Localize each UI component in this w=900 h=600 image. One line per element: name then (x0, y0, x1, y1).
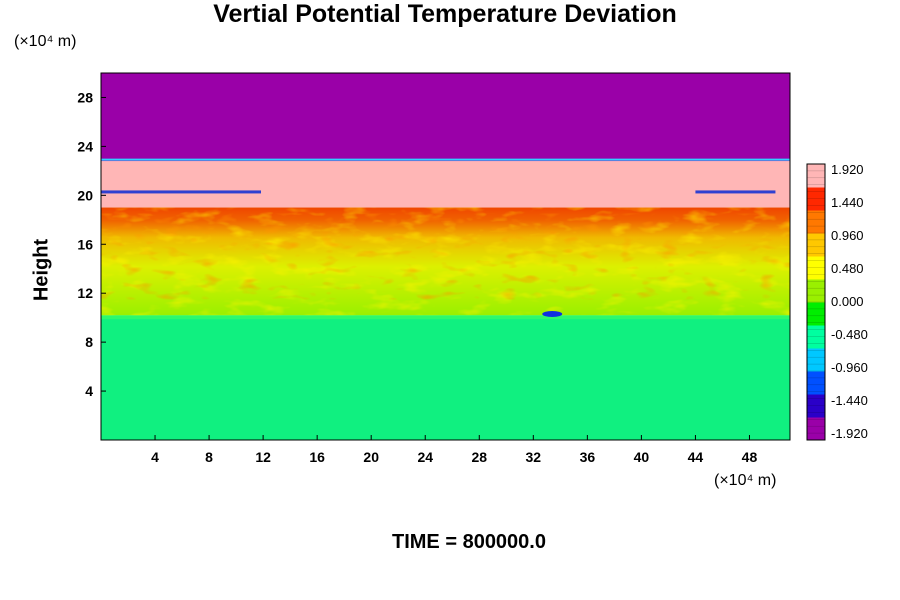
x-tick-label-6: 28 (471, 449, 487, 465)
cold-blob (542, 310, 563, 317)
colorbar-segment-9 (807, 210, 825, 234)
colorbar-segment-7 (807, 256, 825, 280)
x-tick-label-3: 16 (309, 449, 325, 465)
colorbar-label-8: -1.920 (831, 426, 868, 441)
turbulence-texture-2 (101, 213, 790, 300)
x-tick-label-2: 12 (255, 449, 271, 465)
band-2 (101, 161, 790, 208)
x-tick-label-8: 36 (580, 449, 596, 465)
y-tick-label-5: 24 (77, 138, 93, 154)
colorbar-label-2: 0.960 (831, 228, 864, 243)
plot-frame (100, 72, 791, 441)
colorbar-segment-1 (807, 394, 825, 418)
colorbar-segment-0 (807, 417, 825, 441)
y-tick-label-6: 28 (77, 89, 93, 105)
colorbar-segment-4 (807, 325, 825, 349)
colorbar-label-0: 1.920 (831, 162, 864, 177)
colorbar-label-3: 0.480 (831, 261, 864, 276)
y-axis-unit: (×10⁴ m) (14, 33, 77, 50)
thin-layer-20b (695, 190, 776, 194)
colorbar-label-5: -0.480 (831, 327, 868, 342)
chart-title: Vertial Potential Temperature Deviation (213, 0, 677, 28)
y-tick-label-1: 8 (85, 334, 93, 350)
colorbar-segment-6 (807, 279, 825, 303)
y-tick-label-4: 20 (77, 187, 93, 203)
band-0 (101, 315, 790, 440)
x-tick-label-7: 32 (526, 449, 542, 465)
colorbar-frame (806, 163, 826, 441)
colorbar-segment-8 (807, 233, 825, 257)
boundary-strip (101, 315, 790, 320)
x-tick-label-9: 40 (634, 449, 650, 465)
colorbar-segment-11 (807, 164, 825, 188)
colorbar-segment-2 (807, 371, 825, 395)
colorbar-segment-3 (807, 348, 825, 372)
colorbar-segment-10 (807, 187, 825, 211)
colorbar-label-4: 0.000 (831, 294, 864, 309)
y-tick-label-2: 12 (77, 285, 93, 301)
x-tick-label-5: 24 (417, 449, 433, 465)
x-tick-label-11: 48 (742, 449, 758, 465)
y-tick-label-3: 16 (77, 236, 93, 252)
thin-layer-23 (101, 158, 790, 161)
y-tick-label-0: 4 (85, 383, 93, 399)
colorbar-label-1: 1.440 (831, 195, 864, 210)
band-3 (101, 73, 790, 162)
x-tick-label-0: 4 (151, 449, 159, 465)
colorbar-label-6: -0.960 (831, 360, 868, 375)
x-axis-unit: (×10⁴ m) (714, 472, 777, 489)
thin-layer-20 (101, 190, 261, 194)
x-tick-label-4: 20 (363, 449, 379, 465)
colorbar-segment-5 (807, 302, 825, 326)
time-label: TIME = 800000.0 (392, 531, 546, 553)
x-tick-label-1: 8 (205, 449, 213, 465)
x-tick-label-10: 44 (688, 449, 704, 465)
colorbar-label-7: -1.440 (831, 393, 868, 408)
